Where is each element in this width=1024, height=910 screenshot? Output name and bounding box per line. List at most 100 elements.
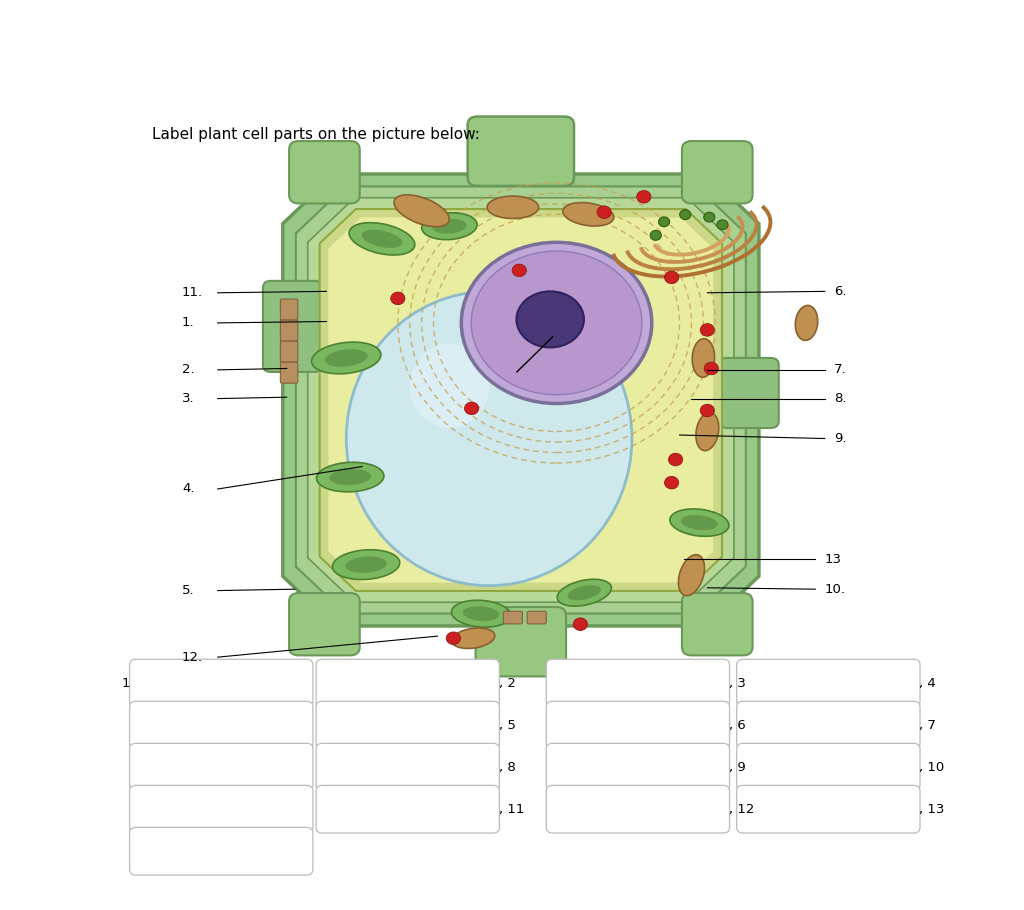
Circle shape bbox=[700, 324, 715, 336]
FancyBboxPatch shape bbox=[736, 785, 920, 833]
Text: 9.: 9. bbox=[835, 432, 847, 445]
Ellipse shape bbox=[311, 342, 381, 374]
Text: 6.: 6. bbox=[835, 285, 847, 298]
Circle shape bbox=[512, 264, 526, 277]
Text: 1: 1 bbox=[121, 676, 130, 690]
FancyBboxPatch shape bbox=[289, 141, 359, 204]
FancyBboxPatch shape bbox=[281, 341, 298, 362]
FancyBboxPatch shape bbox=[316, 785, 500, 833]
Circle shape bbox=[703, 212, 715, 222]
Ellipse shape bbox=[422, 213, 477, 239]
FancyBboxPatch shape bbox=[475, 607, 566, 676]
Ellipse shape bbox=[410, 344, 489, 428]
Ellipse shape bbox=[679, 555, 705, 596]
Circle shape bbox=[700, 404, 715, 417]
Ellipse shape bbox=[452, 628, 495, 649]
FancyBboxPatch shape bbox=[281, 299, 298, 320]
Circle shape bbox=[597, 206, 611, 218]
Text: 8.: 8. bbox=[835, 392, 847, 405]
FancyBboxPatch shape bbox=[736, 743, 920, 791]
Ellipse shape bbox=[333, 550, 399, 580]
Circle shape bbox=[658, 217, 670, 227]
Ellipse shape bbox=[516, 291, 584, 348]
Text: , 6: , 6 bbox=[729, 719, 745, 732]
Polygon shape bbox=[283, 174, 759, 626]
Ellipse shape bbox=[345, 556, 387, 573]
FancyBboxPatch shape bbox=[468, 116, 574, 186]
Circle shape bbox=[650, 230, 662, 240]
FancyBboxPatch shape bbox=[263, 281, 323, 372]
FancyBboxPatch shape bbox=[130, 827, 313, 875]
Ellipse shape bbox=[796, 306, 818, 340]
FancyBboxPatch shape bbox=[546, 659, 729, 707]
Circle shape bbox=[465, 402, 479, 415]
Polygon shape bbox=[296, 187, 745, 613]
Text: 4.: 4. bbox=[182, 482, 195, 495]
Text: , 8: , 8 bbox=[499, 761, 515, 774]
Circle shape bbox=[637, 190, 651, 203]
FancyBboxPatch shape bbox=[527, 612, 546, 624]
Text: 2.: 2. bbox=[182, 363, 195, 377]
FancyBboxPatch shape bbox=[736, 702, 920, 749]
Circle shape bbox=[665, 271, 679, 284]
FancyBboxPatch shape bbox=[736, 659, 920, 707]
FancyBboxPatch shape bbox=[682, 141, 753, 204]
Text: 12.: 12. bbox=[182, 651, 203, 663]
Ellipse shape bbox=[432, 218, 467, 234]
FancyBboxPatch shape bbox=[130, 785, 313, 833]
Text: , 2: , 2 bbox=[499, 676, 515, 690]
Text: 13: 13 bbox=[824, 552, 842, 565]
Ellipse shape bbox=[349, 223, 415, 255]
Circle shape bbox=[680, 209, 691, 219]
Text: 5.: 5. bbox=[182, 584, 195, 597]
FancyBboxPatch shape bbox=[719, 358, 778, 428]
Text: , 9: , 9 bbox=[729, 761, 745, 774]
Text: , 11: , 11 bbox=[499, 803, 524, 815]
Ellipse shape bbox=[394, 195, 450, 227]
Ellipse shape bbox=[325, 349, 368, 367]
Text: 7.: 7. bbox=[835, 363, 847, 377]
FancyBboxPatch shape bbox=[130, 702, 313, 749]
Text: , 3: , 3 bbox=[729, 676, 745, 690]
Text: Label plant cell parts on the picture below:: Label plant cell parts on the picture be… bbox=[152, 126, 479, 142]
Circle shape bbox=[717, 220, 728, 229]
FancyBboxPatch shape bbox=[316, 743, 500, 791]
Circle shape bbox=[446, 632, 461, 644]
Ellipse shape bbox=[316, 462, 384, 491]
FancyBboxPatch shape bbox=[682, 593, 753, 655]
Ellipse shape bbox=[696, 412, 719, 450]
Ellipse shape bbox=[567, 585, 601, 601]
Text: , 5: , 5 bbox=[499, 719, 515, 732]
FancyBboxPatch shape bbox=[504, 612, 522, 624]
Polygon shape bbox=[329, 217, 713, 582]
FancyBboxPatch shape bbox=[281, 362, 298, 383]
Polygon shape bbox=[319, 209, 722, 591]
Text: , 7: , 7 bbox=[920, 719, 936, 732]
Text: , 10: , 10 bbox=[920, 761, 944, 774]
FancyBboxPatch shape bbox=[289, 593, 359, 655]
Text: , 13: , 13 bbox=[920, 803, 944, 815]
Text: , 12: , 12 bbox=[729, 803, 754, 815]
Circle shape bbox=[391, 292, 404, 305]
Ellipse shape bbox=[471, 251, 642, 395]
Ellipse shape bbox=[557, 580, 611, 606]
FancyBboxPatch shape bbox=[546, 743, 729, 791]
FancyBboxPatch shape bbox=[130, 659, 313, 707]
Ellipse shape bbox=[563, 203, 613, 226]
FancyBboxPatch shape bbox=[316, 702, 500, 749]
Ellipse shape bbox=[346, 291, 632, 586]
FancyBboxPatch shape bbox=[281, 320, 298, 341]
Ellipse shape bbox=[670, 509, 729, 536]
Ellipse shape bbox=[462, 242, 652, 403]
Ellipse shape bbox=[681, 515, 718, 531]
Polygon shape bbox=[308, 197, 734, 602]
Text: 10.: 10. bbox=[824, 582, 846, 596]
Circle shape bbox=[573, 618, 588, 631]
FancyBboxPatch shape bbox=[546, 702, 729, 749]
FancyBboxPatch shape bbox=[546, 785, 729, 833]
Ellipse shape bbox=[452, 601, 511, 627]
Circle shape bbox=[705, 362, 719, 375]
Ellipse shape bbox=[463, 606, 500, 622]
Circle shape bbox=[665, 476, 679, 489]
Text: 3.: 3. bbox=[182, 392, 195, 405]
